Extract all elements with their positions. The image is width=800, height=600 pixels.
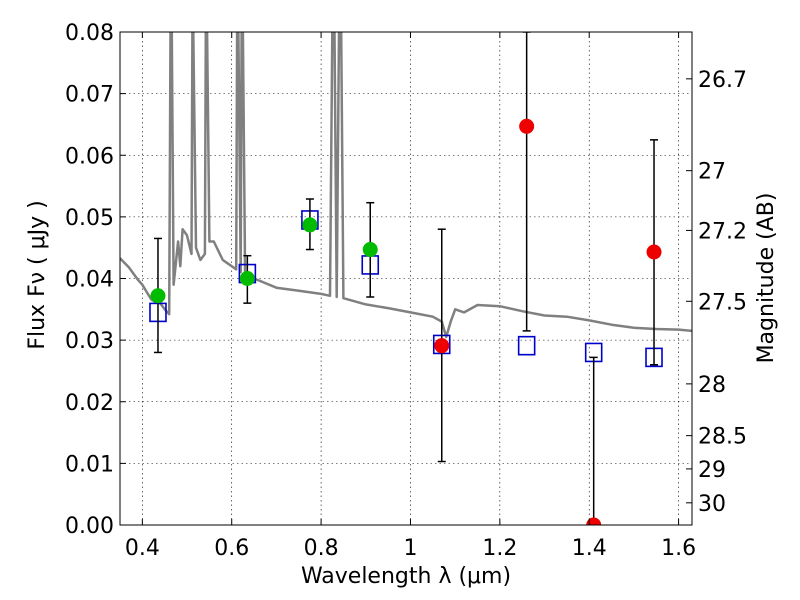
y-tick-label: 0.07 bbox=[65, 83, 114, 108]
x-tick-label: 0.8 bbox=[304, 536, 339, 561]
x-tick-label: 0.4 bbox=[125, 536, 160, 561]
observed-flux-point bbox=[150, 288, 166, 304]
y2-tick-label: 27.5 bbox=[698, 290, 747, 315]
observed-flux-point bbox=[646, 244, 662, 260]
y-axis-label: Flux Fν ( μJy ) bbox=[25, 200, 50, 349]
x-tick-label: 0.6 bbox=[214, 536, 249, 561]
y2-tick-label: 27 bbox=[698, 160, 726, 185]
y2-tick-label: 28 bbox=[698, 373, 726, 398]
x-tick-label: 1 bbox=[403, 536, 417, 561]
plot-series bbox=[120, 32, 692, 525]
y2-tick-label: 30 bbox=[698, 492, 726, 517]
x-tick-label: 1.4 bbox=[572, 536, 607, 561]
x-tick-label: 1.2 bbox=[482, 536, 517, 561]
x-tick-label: 1.6 bbox=[661, 536, 696, 561]
y2-axis-label: Magnitude (AB) bbox=[754, 193, 779, 364]
observed-flux-point bbox=[362, 242, 378, 258]
observed-flux-point bbox=[434, 338, 450, 354]
grid bbox=[120, 31, 692, 526]
y-tick-label: 0.03 bbox=[65, 329, 114, 354]
axis-ticks: 0.4 0.6 0.8 1 1.2 1.4 1.6 0.00 0.01 0.02 0.03 0.04 0… bbox=[65, 21, 747, 561]
model-spectrum-line bbox=[120, 32, 692, 339]
y2-tick-label: 27.2 bbox=[698, 219, 747, 244]
y-tick-label: 0.08 bbox=[65, 21, 114, 46]
y2-tick-label: 29 bbox=[698, 458, 726, 483]
y-tick-label: 0.06 bbox=[65, 144, 114, 169]
y-tick-label: 0.00 bbox=[65, 514, 114, 539]
y2-tick-label: 26.7 bbox=[698, 68, 747, 93]
y-tick-label: 0.04 bbox=[65, 268, 114, 293]
model-flux-square bbox=[517, 335, 536, 356]
y-tick-label: 0.05 bbox=[65, 206, 114, 231]
y2-tick-label: 28.5 bbox=[698, 425, 747, 450]
observed-flux-point bbox=[302, 217, 318, 233]
y-tick-label: 0.01 bbox=[65, 452, 114, 477]
observed-flux-point bbox=[586, 517, 602, 525]
x-axis-label: Wavelength λ (μm) bbox=[301, 564, 511, 589]
observed-flux-point bbox=[519, 118, 535, 134]
observed-flux-point bbox=[239, 271, 255, 286]
y-tick-label: 0.02 bbox=[65, 391, 114, 416]
